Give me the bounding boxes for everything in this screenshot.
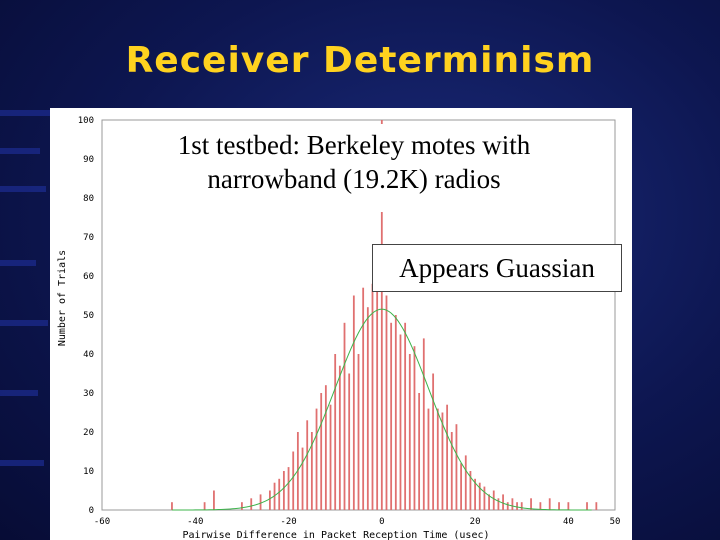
histogram-bar [488, 494, 490, 510]
slide-title: Receiver Determinism [125, 40, 595, 81]
histogram-bar [404, 322, 407, 510]
x-axis-label: Pairwise Difference in Packet Reception … [182, 530, 489, 540]
testbed-callout-line2: narrowband (19.2K) radios [207, 164, 501, 194]
histogram-bar [441, 412, 444, 510]
histogram-bar [371, 283, 374, 510]
histogram-bar [436, 408, 439, 510]
histogram-bar [292, 451, 295, 510]
histogram-bar [394, 315, 397, 510]
y-tick-label: 30 [83, 389, 94, 399]
histogram-bar [273, 482, 276, 510]
histogram-bar [558, 502, 560, 510]
histogram-bar [282, 471, 285, 510]
histogram-bar [348, 373, 351, 510]
y-tick-label: 20 [83, 428, 94, 438]
histogram-bar [380, 120, 383, 510]
histogram-bar [502, 494, 504, 510]
x-tick-label: 0 [379, 517, 384, 527]
histogram-bar [432, 373, 435, 510]
histogram-bar [427, 408, 430, 510]
histogram-bar [506, 502, 509, 510]
histogram-bar [460, 463, 462, 510]
histogram-bar [455, 424, 458, 510]
histogram-bar [171, 502, 173, 510]
histogram-bar [464, 455, 467, 510]
histogram-bar [595, 502, 598, 510]
histogram-bar [469, 471, 472, 510]
y-tick-label: 90 [83, 155, 94, 165]
histogram-bar [357, 354, 360, 510]
histogram-bar [385, 295, 388, 510]
histogram-bar [516, 502, 518, 510]
y-axis-label: Number of Trials [57, 250, 68, 346]
histogram-bar [213, 490, 215, 510]
histogram-bar [315, 408, 318, 510]
y-tick-label: 40 [83, 350, 94, 360]
histogram-bar [483, 486, 486, 510]
histogram-bar [586, 502, 588, 510]
histogram-bar [301, 447, 304, 510]
histogram-bar [376, 276, 379, 510]
testbed-callout-line1: 1st testbed: Berkeley motes with [177, 130, 531, 160]
histogram-bar [268, 490, 271, 510]
y-tick-label: 80 [83, 194, 94, 204]
histogram-bar [530, 498, 532, 510]
histogram-bar [324, 385, 327, 510]
histogram-bar [422, 338, 425, 510]
histogram-bar [520, 502, 523, 510]
histogram-bar [399, 334, 402, 510]
histogram-bar [497, 498, 500, 510]
histogram-bar [259, 494, 262, 510]
y-tick-labels: 0 10 20 30 40 50 60 70 80 90 100 [78, 116, 94, 516]
histogram-bar [478, 482, 481, 510]
guassian-callout: Appears Guassian [372, 244, 622, 292]
histogram-bar [352, 295, 355, 510]
x-tick-label: -40 [187, 517, 203, 527]
y-tick-label: 70 [83, 233, 94, 243]
testbed-callout: 1st testbed: Berkeley motes with narrowb… [128, 124, 580, 212]
x-tick-label: 20 [470, 517, 481, 527]
histogram-bar [511, 498, 514, 510]
histogram-bar [250, 498, 253, 510]
bars-group [171, 120, 598, 510]
histogram-bar [418, 393, 421, 510]
x-tick-label: 40 [563, 517, 574, 527]
x-tick-labels: -60 -40 -20 0 20 40 50 [94, 517, 621, 527]
gaussian-fit-curve [171, 308, 592, 511]
histogram-bar [320, 393, 323, 510]
y-tick-label: 10 [83, 467, 94, 477]
histogram-bar [539, 502, 542, 510]
histogram-bar [366, 307, 369, 510]
x-tick-label: 50 [610, 517, 621, 527]
histogram-bar [287, 467, 290, 510]
histogram-bar [492, 490, 495, 510]
histogram-bar [548, 498, 551, 510]
histogram-bar [390, 322, 393, 510]
histogram-bar [241, 502, 243, 510]
x-tick-label: -20 [280, 517, 296, 527]
y-tick-label: 60 [83, 272, 94, 282]
histogram-bar [408, 354, 411, 510]
histogram-bar [334, 354, 337, 510]
histogram-bar [450, 432, 453, 510]
histogram-bar [362, 287, 365, 510]
histogram-bar [567, 502, 570, 510]
histogram-bar [413, 346, 416, 510]
histogram-bar [343, 322, 346, 510]
histogram-bar [310, 432, 313, 510]
histogram-bar [278, 478, 281, 510]
decorative-stripes [0, 90, 60, 540]
histogram-bar [203, 502, 206, 510]
histogram-bar [329, 404, 332, 510]
histogram-bar [474, 478, 476, 510]
histogram-bar [306, 420, 309, 510]
histogram-bar [338, 365, 341, 510]
x-tick-label: -60 [94, 517, 110, 527]
y-tick-label: 0 [89, 506, 94, 516]
y-tick-label: 100 [78, 116, 94, 126]
y-tick-label: 50 [83, 311, 94, 321]
histogram-bar [446, 404, 449, 510]
